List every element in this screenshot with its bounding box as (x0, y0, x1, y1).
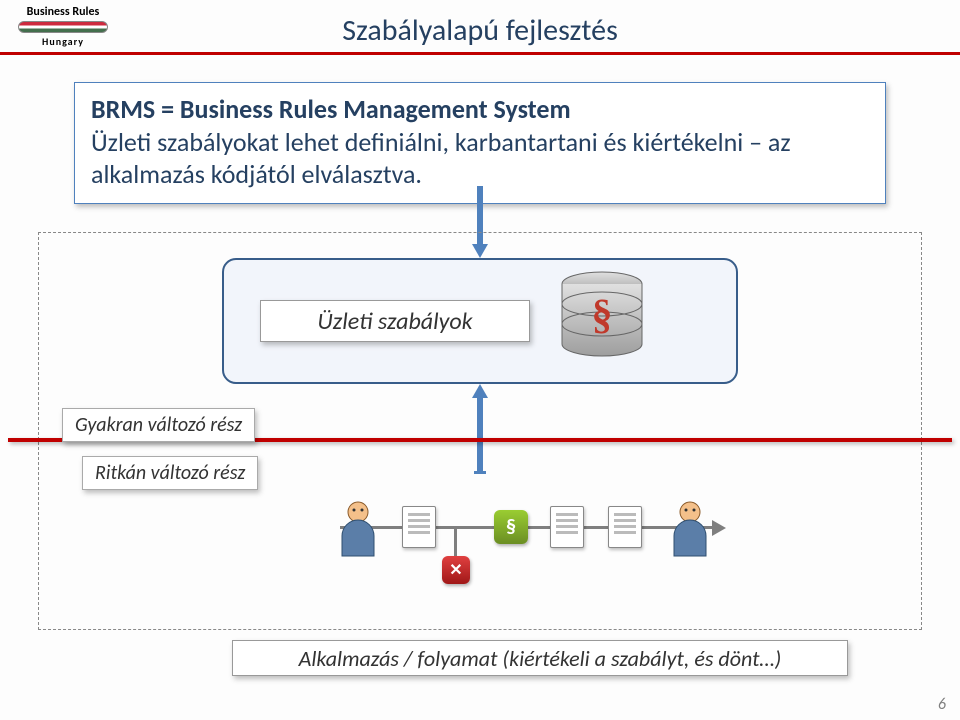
document-icon-3 (608, 506, 642, 548)
slide-title: Szabályalapú fejlesztés (0, 12, 960, 49)
database-icon: § (552, 268, 652, 372)
person-end-icon (668, 498, 712, 558)
person-start-icon (336, 498, 380, 558)
flow-arrowhead-icon (712, 520, 726, 536)
arrow-up-icon (472, 384, 488, 474)
definition-text: Üzleti szabályokat lehet definiálni, kar… (91, 126, 791, 191)
definition-bold: BRMS = Business Rules Management System (91, 93, 571, 125)
rules-label: Üzleti szabályok (260, 300, 530, 342)
svg-text:§: § (592, 292, 613, 338)
flow-branch (454, 528, 457, 558)
document-icon-2 (550, 506, 584, 548)
tag-rare: Ritkán változó rész (82, 456, 258, 490)
decision-red-icon: ✕ (442, 556, 470, 584)
page-number: 6 (938, 695, 946, 714)
document-icon-1 (402, 506, 436, 548)
flow-line (340, 526, 716, 529)
decision-green-icon: § (494, 510, 528, 544)
tag-frequent: Gyakran változó rész (62, 408, 255, 442)
footer-label: Alkalmazás / folyamat (kiértékeli a szab… (232, 640, 848, 676)
slide: Business Rules Hungary Szabályalapú fejl… (0, 0, 960, 720)
header-divider (0, 52, 960, 55)
